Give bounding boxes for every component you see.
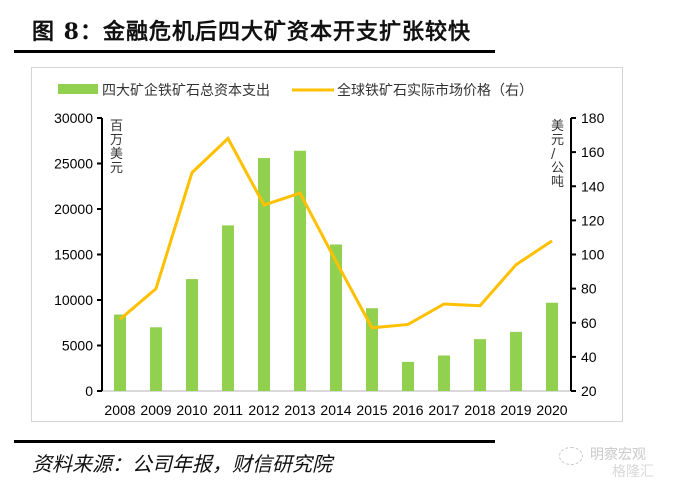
x-tick-label: 2011 [213, 402, 243, 418]
left-axis-unit: 美 [110, 147, 123, 162]
right-tick-label: 40 [581, 349, 597, 365]
bar-2016 [402, 361, 414, 391]
title-divider [14, 50, 495, 53]
legend-bar-swatch [58, 84, 98, 94]
left-tick-label: 30000 [54, 110, 93, 126]
bar-2009 [150, 327, 162, 391]
x-tick-label: 2012 [248, 402, 279, 418]
right-axis-unit: 美 [551, 119, 564, 134]
bar-2012 [258, 158, 270, 391]
right-tick-label: 120 [581, 212, 605, 228]
x-tick-label: 2020 [536, 402, 567, 418]
right-axis-unit: / [551, 147, 556, 162]
source-divider [14, 440, 495, 443]
right-tick-label: 20 [581, 383, 597, 399]
x-tick-label: 2017 [428, 402, 459, 418]
left-tick-label: 20000 [54, 201, 93, 217]
x-tick-label: 2015 [356, 402, 387, 418]
watermark-text: 明察宏观 [590, 447, 646, 463]
legend-line-label: 全球铁矿石实际市场价格（右） [337, 82, 533, 99]
left-tick-label: 0 [85, 383, 93, 399]
left-axis-unit: 元 [110, 161, 123, 176]
right-axis-unit: 元 [551, 133, 564, 148]
right-axis-unit: 吨 [551, 175, 564, 190]
plot-area: 050001000015000200002500030000百万美元204060… [54, 110, 605, 418]
x-tick-label: 2014 [320, 402, 351, 418]
right-axis-unit: 公 [551, 161, 564, 176]
x-tick-label: 2019 [500, 402, 531, 418]
right-tick-label: 60 [581, 315, 597, 331]
right-tick-label: 80 [581, 281, 597, 297]
bar-2020 [546, 302, 558, 391]
bar-2011 [222, 225, 234, 391]
chart-frame [31, 67, 623, 422]
x-tick-label: 2008 [104, 402, 135, 418]
left-axis-unit: 万 [110, 133, 123, 148]
bar-2010 [186, 279, 198, 391]
right-tick-label: 160 [581, 144, 605, 160]
left-tick-label: 25000 [54, 156, 93, 172]
figure-title: 图 8：金融危机后四大矿资本开支扩张较快 [32, 19, 471, 45]
legend-bar-label: 四大矿企铁矿石总资本支出 [102, 82, 270, 99]
source-note: 资料来源：公司年报，财信研究院 [32, 452, 332, 476]
wechat-watermark-icon [559, 447, 583, 465]
bar-2008 [114, 314, 126, 391]
left-tick-label: 15000 [54, 247, 93, 263]
bar-2013 [294, 150, 306, 391]
bar-2017 [438, 355, 450, 391]
x-tick-label: 2016 [392, 402, 423, 418]
x-tick-label: 2018 [464, 402, 495, 418]
right-tick-label: 100 [581, 247, 605, 263]
right-tick-label: 180 [581, 110, 605, 126]
bar-2019 [510, 331, 522, 391]
left-tick-label: 5000 [62, 338, 93, 354]
bar-2018 [474, 339, 486, 391]
watermark-logo-text: 格隆汇 [612, 464, 654, 480]
left-tick-label: 10000 [54, 292, 93, 308]
bar-2014 [330, 244, 342, 391]
legend: 四大矿企铁矿石总资本支出 全球铁矿石实际市场价格（右） [58, 82, 533, 99]
x-tick-label: 2009 [140, 402, 171, 418]
right-tick-label: 140 [581, 178, 605, 194]
x-tick-label: 2013 [284, 402, 315, 418]
left-axis-unit: 百 [110, 119, 123, 134]
x-tick-label: 2010 [176, 402, 207, 418]
